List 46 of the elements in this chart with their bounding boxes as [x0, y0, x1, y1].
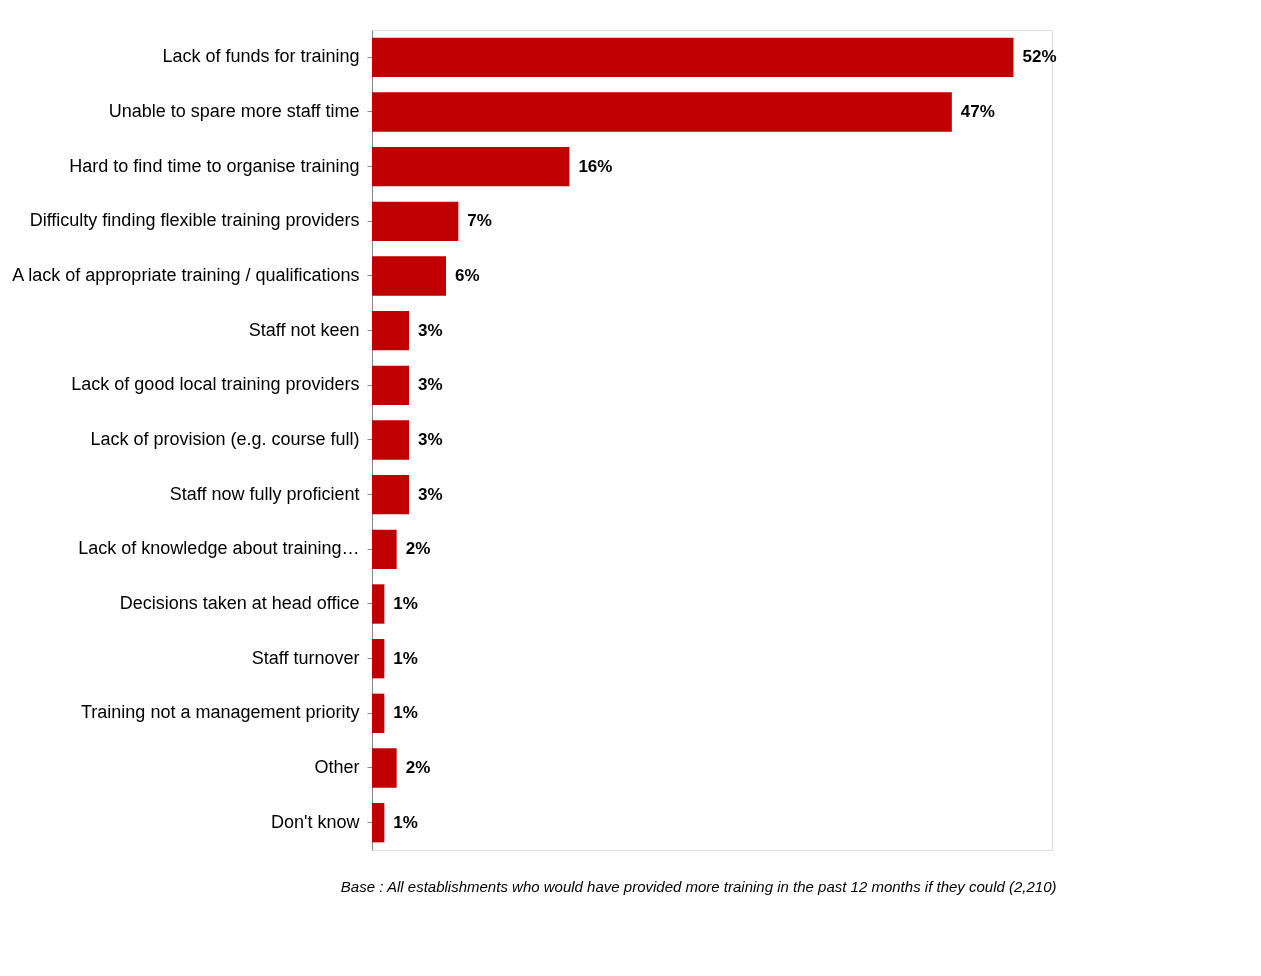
bar [372, 420, 410, 460]
data-label: 7% [467, 211, 492, 231]
bar [372, 365, 410, 406]
y-tick-label: Staff now fully proficient [169, 483, 360, 504]
data-label: 1% [393, 703, 418, 723]
bar [372, 256, 447, 296]
data-label: 1% [393, 812, 418, 832]
data-label: 6% [455, 266, 480, 285]
y-tick-label: Lack of provision (e.g. course full) [90, 429, 360, 449]
bar [372, 748, 397, 788]
data-label: 3% [418, 320, 443, 340]
bar [372, 638, 385, 679]
y-tick-label: Staff turnover [251, 647, 360, 668]
y-tick-label: Don't know [271, 811, 361, 832]
data-label: 2% [405, 758, 431, 777]
data-label: 1% [393, 648, 418, 668]
y-tick-label: Lack of funds for training [162, 46, 360, 67]
bar [372, 310, 410, 351]
data-label: 1% [393, 594, 418, 613]
y-tick-label: Lack of knowledge about training… [78, 538, 360, 559]
bar [372, 146, 570, 187]
y-tick-label: Training not a management priority [81, 702, 360, 723]
bar [372, 693, 385, 734]
data-label: 47% [960, 102, 995, 121]
y-tick-label: Staff not keen [248, 319, 360, 340]
data-label: 3% [418, 375, 443, 395]
data-label: 52% [1022, 47, 1057, 67]
bar [372, 584, 385, 624]
y-tick-label: Other [314, 757, 360, 777]
bar [372, 92, 952, 132]
data-label: 3% [418, 430, 443, 449]
y-tick-label: Difficulty finding flexible training providers [29, 210, 360, 231]
bar [372, 802, 385, 843]
bar [372, 529, 397, 570]
text: Base : All establishments who would have provided more training in the past 12 months if they could (2,210) [340, 878, 1057, 895]
y-tick-label: Unable to spare more staff time [108, 101, 360, 121]
data-label: 2% [405, 539, 431, 559]
y-tick-label: Decisions taken at head office [119, 593, 360, 613]
data-label: 3% [418, 484, 443, 504]
y-tick-label: Lack of good local training providers [71, 374, 360, 395]
bar [372, 474, 410, 515]
y-tick-label: Hard to find time to organise training [69, 155, 360, 176]
y-tick-label: A lack of appropriate training / qualifications [12, 265, 360, 285]
bar [372, 201, 459, 242]
data-label: 16% [578, 156, 613, 176]
bar [372, 37, 1014, 78]
